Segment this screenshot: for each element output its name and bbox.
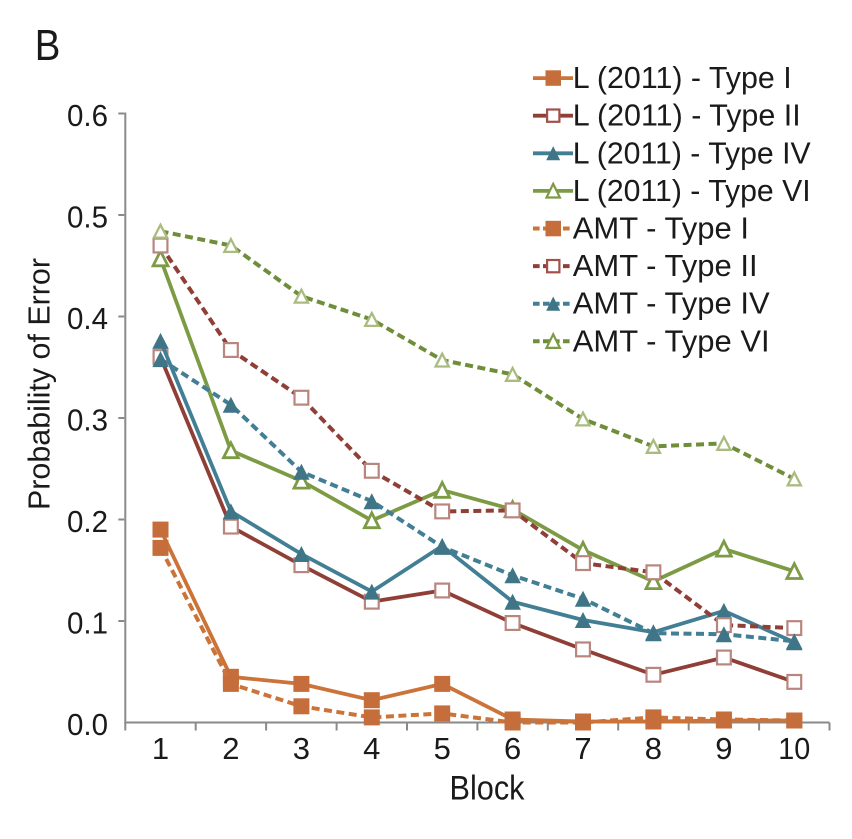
svg-text:10: 10	[778, 731, 810, 766]
svg-text:L (2011) - Type IV: L (2011) - Type IV	[573, 135, 811, 170]
svg-text:4: 4	[363, 731, 380, 766]
svg-text:AMT - Type IV: AMT - Type IV	[573, 286, 770, 321]
svg-text:0.0: 0.0	[67, 707, 108, 742]
svg-text:8: 8	[645, 731, 662, 766]
svg-text:L (2011) - Type I: L (2011) - Type I	[573, 60, 792, 95]
svg-text:7: 7	[574, 731, 591, 766]
svg-text:5: 5	[434, 731, 451, 766]
svg-text:2: 2	[222, 731, 239, 766]
svg-text:AMT - Type I: AMT - Type I	[573, 211, 749, 246]
svg-text:0.3: 0.3	[67, 403, 108, 438]
svg-text:0.5: 0.5	[67, 200, 108, 235]
svg-text:1: 1	[152, 731, 169, 766]
svg-text:3: 3	[293, 731, 310, 766]
svg-text:L (2011) - Type II: L (2011) - Type II	[573, 98, 801, 133]
svg-text:Block: Block	[450, 770, 526, 808]
svg-text:6: 6	[504, 731, 521, 766]
svg-text:9: 9	[715, 731, 732, 766]
svg-text:Probability of Error: Probability of Error	[22, 258, 57, 510]
svg-text:0.6: 0.6	[67, 98, 108, 133]
svg-text:B: B	[35, 21, 61, 70]
svg-text:AMT - Type VI: AMT - Type VI	[573, 323, 770, 358]
svg-text:L (2011) - Type VI: L (2011) - Type VI	[573, 173, 811, 208]
svg-text:0.4: 0.4	[67, 301, 108, 336]
svg-text:0.1: 0.1	[67, 606, 108, 641]
svg-text:0.2: 0.2	[67, 504, 108, 539]
svg-text:AMT - Type II: AMT - Type II	[573, 248, 758, 283]
